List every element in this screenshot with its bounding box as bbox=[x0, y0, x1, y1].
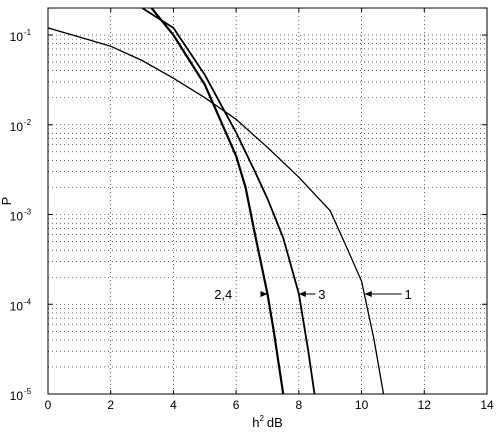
annotation-arrowhead bbox=[364, 291, 372, 298]
x-tick-label: 6 bbox=[233, 398, 240, 412]
x-axis-label-superscript: 2 bbox=[259, 414, 264, 423]
y-tick-label: 10 bbox=[10, 210, 24, 224]
y-tick-label-exponent: -3 bbox=[24, 208, 32, 217]
x-tick-label: 2 bbox=[107, 398, 114, 412]
y-axis-label: P bbox=[0, 197, 14, 206]
y-tick-label: 10 bbox=[10, 120, 24, 134]
y-tick-label: 10 bbox=[10, 389, 24, 403]
x-axis-label-unit: dB bbox=[267, 415, 283, 430]
series-line-3 bbox=[141, 8, 316, 394]
x-tick-label: 12 bbox=[418, 398, 432, 412]
x-tick-label: 0 bbox=[45, 398, 52, 412]
x-axis-label-base: h bbox=[252, 415, 259, 430]
x-tick-label: 10 bbox=[355, 398, 369, 412]
annotation-arrowhead bbox=[298, 291, 306, 298]
series-line-1 bbox=[48, 27, 385, 394]
x-tick-label: 14 bbox=[480, 398, 494, 412]
y-tick-label: 10 bbox=[10, 299, 24, 313]
plot-area-frame bbox=[47, 7, 488, 395]
annotation-label: 3 bbox=[318, 287, 325, 302]
x-tick-label: 8 bbox=[296, 398, 303, 412]
y-tick-label-exponent: -2 bbox=[24, 118, 32, 127]
x-axis-label: h2 dB bbox=[252, 414, 283, 430]
annotation-label: 2,4 bbox=[214, 287, 232, 302]
series-line-2-4 bbox=[150, 8, 285, 394]
x-tick-label: 4 bbox=[170, 398, 177, 412]
chart-series bbox=[48, 8, 385, 394]
y-tick-label-exponent: -1 bbox=[24, 28, 32, 37]
y-tick-label-exponent: -4 bbox=[24, 297, 32, 306]
y-tick-label: 10 bbox=[10, 30, 24, 44]
chart-annotations: 2,4 3 1 bbox=[214, 287, 412, 302]
y-tick-label-exponent: -5 bbox=[24, 387, 32, 396]
annotation-arrowhead bbox=[260, 291, 268, 298]
annotation-label: 1 bbox=[405, 287, 412, 302]
